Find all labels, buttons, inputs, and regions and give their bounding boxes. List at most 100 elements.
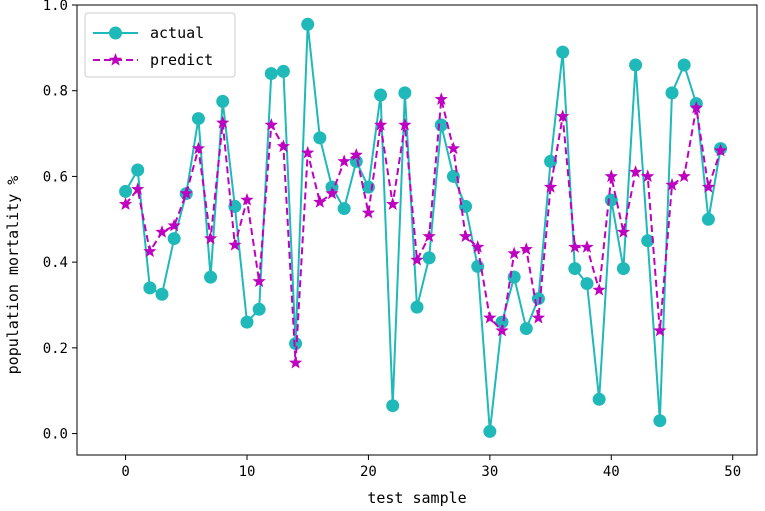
x-tick-label: 30 bbox=[481, 464, 498, 480]
data-point-predict bbox=[349, 148, 363, 161]
data-point-actual bbox=[313, 131, 327, 145]
y-tick-label: 1.0 bbox=[43, 0, 68, 14]
x-tick-label: 50 bbox=[724, 464, 741, 480]
data-point-actual bbox=[119, 184, 133, 198]
data-point-actual bbox=[216, 94, 230, 108]
data-point-actual bbox=[592, 392, 606, 406]
data-point-predict bbox=[373, 118, 388, 131]
data-point-actual bbox=[264, 67, 278, 81]
data-point-predict bbox=[118, 197, 133, 210]
data-point-actual bbox=[398, 86, 412, 100]
data-point-predict bbox=[495, 323, 509, 337]
data-point-actual bbox=[641, 234, 655, 248]
y-axis-label: population mortality % bbox=[4, 176, 22, 375]
data-point-actual bbox=[301, 17, 315, 31]
data-point-predict bbox=[337, 154, 351, 168]
y-tick-label: 0.0 bbox=[43, 427, 68, 443]
data-point-actual bbox=[519, 322, 533, 336]
data-point-actual bbox=[131, 163, 145, 177]
data-point-predict bbox=[653, 323, 667, 337]
x-tick-label: 40 bbox=[603, 464, 620, 480]
data-point-predict bbox=[155, 225, 169, 238]
data-point-predict bbox=[325, 186, 339, 200]
data-point-predict bbox=[446, 141, 461, 155]
data-point-predict bbox=[519, 242, 533, 255]
data-point-predict bbox=[592, 283, 606, 296]
data-point-actual bbox=[665, 86, 679, 100]
data-point-actual bbox=[252, 302, 266, 316]
data-point-predict bbox=[240, 193, 254, 206]
data-point-predict bbox=[665, 178, 679, 191]
data-point-actual bbox=[167, 232, 181, 246]
x-tick-label: 10 bbox=[239, 464, 256, 480]
legend-predict-label: predict bbox=[150, 51, 213, 69]
data-point-predict bbox=[556, 109, 570, 123]
data-point-predict bbox=[361, 205, 376, 219]
legend-actual-label: actual bbox=[150, 24, 204, 42]
data-point-predict bbox=[628, 165, 643, 178]
legend-predict-marker bbox=[108, 53, 123, 66]
data-point-actual bbox=[204, 270, 218, 284]
data-point-predict bbox=[604, 169, 618, 183]
data-point-predict bbox=[689, 100, 703, 114]
data-point-actual bbox=[155, 287, 169, 301]
data-point-predict bbox=[410, 253, 424, 266]
x-tick-label: 20 bbox=[360, 464, 377, 480]
data-point-predict bbox=[434, 92, 448, 105]
data-point-actual bbox=[374, 88, 388, 102]
x-tick-label: 0 bbox=[121, 464, 129, 480]
data-point-predict bbox=[228, 238, 242, 251]
data-point-actual bbox=[483, 424, 497, 438]
data-point-actual bbox=[386, 399, 400, 413]
data-point-predict bbox=[458, 229, 473, 243]
data-point-predict bbox=[313, 195, 327, 208]
data-point-predict bbox=[131, 182, 145, 195]
data-point-actual bbox=[191, 112, 205, 126]
data-point-predict bbox=[216, 115, 230, 129]
data-point-predict bbox=[568, 240, 582, 253]
data-point-predict bbox=[398, 118, 412, 131]
data-point-actual bbox=[629, 58, 643, 72]
data-point-actual bbox=[580, 277, 594, 291]
data-point-actual bbox=[556, 45, 570, 59]
data-point-actual bbox=[701, 212, 715, 226]
data-point-predict bbox=[386, 197, 400, 210]
data-point-actual bbox=[434, 118, 448, 132]
data-point-actual bbox=[616, 262, 630, 276]
data-point-predict bbox=[701, 180, 716, 193]
data-point-actual bbox=[337, 202, 351, 216]
y-tick-label: 0.8 bbox=[43, 84, 68, 100]
data-point-predict bbox=[641, 169, 655, 183]
data-point-predict bbox=[616, 225, 631, 238]
data-point-actual bbox=[276, 64, 290, 78]
data-point-predict bbox=[580, 240, 594, 253]
data-point-predict bbox=[507, 246, 521, 260]
legend-actual-marker bbox=[109, 26, 122, 40]
data-point-actual bbox=[240, 315, 254, 329]
data-point-predict bbox=[191, 141, 206, 155]
data-point-predict bbox=[483, 310, 497, 324]
data-point-actual bbox=[495, 315, 509, 329]
plot-frame bbox=[76, 4, 758, 456]
data-point-actual bbox=[410, 300, 424, 314]
series-actual-line bbox=[124, 24, 722, 432]
data-point-actual bbox=[677, 58, 691, 72]
data-point-predict bbox=[713, 143, 728, 157]
y-axis: 0.0 0.2 0.4 0.6 0.8 1.0 bbox=[43, 0, 77, 443]
data-point-predict bbox=[264, 118, 278, 131]
series-predict-line bbox=[124, 99, 722, 363]
data-point-predict bbox=[422, 229, 436, 243]
data-point-predict bbox=[471, 240, 485, 253]
y-tick-label: 0.4 bbox=[43, 255, 68, 271]
x-axis-label: test sample bbox=[367, 489, 466, 507]
series-layer bbox=[118, 17, 728, 438]
data-point-actual bbox=[653, 414, 667, 428]
data-point-predict bbox=[288, 355, 303, 369]
data-point-predict bbox=[276, 139, 291, 153]
data-point-predict bbox=[179, 186, 193, 200]
data-point-predict bbox=[167, 218, 181, 232]
data-point-predict bbox=[203, 231, 218, 245]
data-point-actual bbox=[289, 337, 303, 351]
data-point-actual bbox=[422, 251, 436, 265]
